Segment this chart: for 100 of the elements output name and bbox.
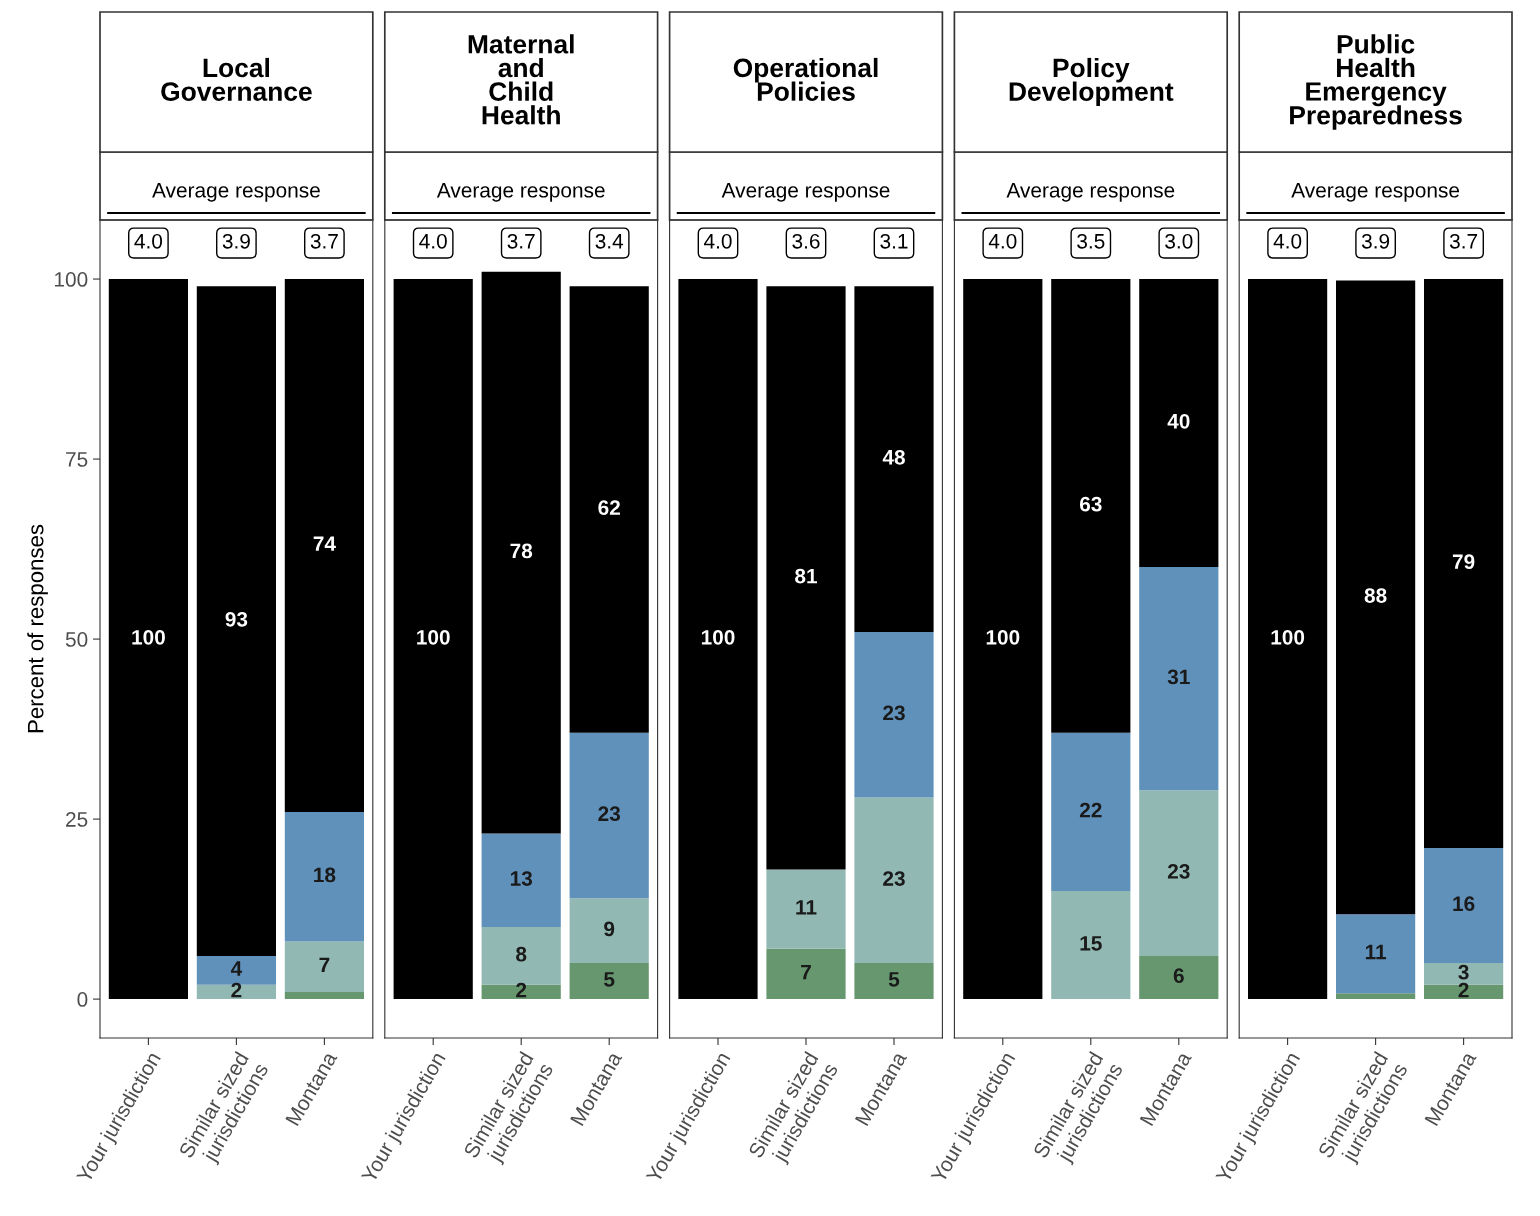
data-label: 31 [1167, 669, 1190, 685]
bar [284, 941, 364, 992]
text: Average response [1291, 183, 1460, 202]
annotation: 3.5 [1077, 233, 1105, 249]
bar [1336, 914, 1416, 994]
data-label: 5 [888, 972, 900, 987]
data-label: 23 [883, 705, 905, 721]
annotation: 3.7 [310, 233, 338, 249]
y-tick-label: 25 [66, 812, 88, 827]
annotation: 3.7 [507, 233, 535, 249]
data-label: 63 [1079, 496, 1102, 512]
bar [963, 279, 1043, 1000]
bar [284, 991, 364, 1000]
data-label: 100 [701, 629, 735, 645]
data-label: 5 [604, 972, 615, 987]
bar [196, 984, 276, 1000]
data-label: 78 [510, 543, 533, 559]
bar [1051, 891, 1131, 1000]
data-label: 23 [1167, 863, 1190, 879]
bar [1424, 279, 1504, 848]
annotation: 3.0 [1165, 233, 1193, 249]
data-label: 40 [1167, 413, 1190, 429]
bar [854, 286, 934, 632]
data-label: 48 [882, 449, 905, 465]
data-label: 8 [516, 946, 527, 962]
bar [1336, 993, 1416, 1000]
bar [284, 279, 364, 812]
bar [1248, 279, 1328, 1000]
bar [284, 811, 364, 942]
bar [1336, 280, 1416, 915]
data-label: 22 [1079, 802, 1102, 818]
annotation: 4.0 [1273, 233, 1302, 249]
annotation: 3.7 [1449, 233, 1478, 249]
annotation: 3.9 [1361, 233, 1390, 249]
data-label: 2 [516, 982, 527, 998]
y-tick-label: 50 [65, 632, 88, 647]
bar [569, 963, 649, 1000]
annotation: 3.1 [880, 233, 908, 249]
chart-title: Policy Development [1009, 57, 1174, 107]
data-label: 100 [132, 629, 165, 645]
data-label: 13 [510, 871, 533, 886]
text: Average response [152, 183, 320, 202]
annotation: 3.9 [222, 233, 250, 249]
bar [854, 797, 934, 964]
bar [1424, 847, 1504, 964]
bar [678, 279, 758, 1000]
bar [854, 963, 934, 1000]
bar [108, 279, 188, 1000]
text: Average response [1006, 183, 1175, 202]
data-label: 6 [1173, 968, 1184, 984]
y-tick-label: 0 [77, 992, 88, 1007]
data-label: 74 [313, 536, 336, 551]
data-label: 88 [1364, 588, 1387, 603]
data-label: 7 [801, 964, 811, 980]
bar [1139, 279, 1219, 568]
data-label: 11 [796, 900, 817, 915]
annotation: 4.0 [704, 233, 732, 249]
data-label: 81 [795, 568, 818, 584]
bar [569, 898, 649, 964]
bar [569, 732, 649, 899]
annotation: 4.0 [134, 233, 163, 249]
bar [196, 286, 276, 956]
bar [766, 948, 846, 1000]
annotation: 4.0 [419, 233, 447, 249]
bar [393, 279, 473, 1000]
data-label: 79 [1452, 554, 1475, 570]
data-label: 100 [986, 629, 1020, 645]
chart-title: Local Governance [161, 57, 312, 101]
data-label: 11 [1365, 944, 1387, 960]
bar [1424, 984, 1504, 1000]
bar [1051, 732, 1131, 892]
y-tick-label: 75 [66, 452, 88, 467]
data-label: 7 [319, 957, 330, 973]
data-label: 3 [1458, 964, 1469, 980]
bar [1139, 955, 1219, 1000]
bar [481, 833, 561, 928]
data-label: 23 [883, 871, 905, 886]
bar [1051, 279, 1131, 733]
data-label: 100 [417, 629, 450, 645]
chart-title: Maternal and Child Health [468, 34, 574, 125]
bar [481, 271, 561, 834]
bar [766, 286, 846, 870]
data-label: 2 [1458, 982, 1469, 998]
bar [569, 286, 649, 733]
bar [766, 869, 846, 949]
data-label: 2 [231, 982, 242, 998]
annotation: 4.0 [988, 233, 1017, 249]
text: Average response [436, 183, 605, 202]
chart-title: Public Health Emergency Preparedness [1290, 34, 1462, 130]
annotation: 3.6 [792, 233, 820, 249]
text: Average response [721, 183, 890, 202]
data-label: 93 [225, 611, 248, 627]
y-axis-title: Percent of responses [27, 524, 48, 733]
data-label: 16 [1453, 896, 1475, 912]
data-label: 15 [1080, 936, 1102, 951]
data-label: 18 [314, 867, 336, 883]
bar [1139, 790, 1219, 956]
chart-title: Operational Policies [733, 57, 878, 101]
annotation: 3.4 [595, 233, 624, 249]
data-label: 62 [598, 500, 620, 516]
